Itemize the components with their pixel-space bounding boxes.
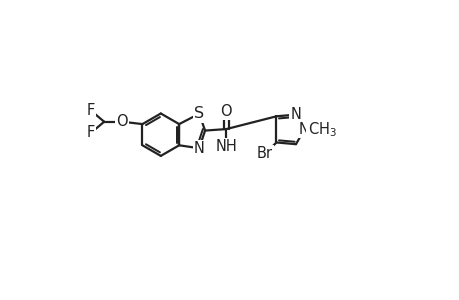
Text: F: F — [87, 125, 95, 140]
Text: F: F — [87, 103, 95, 118]
Text: N: N — [298, 122, 309, 137]
Text: O: O — [117, 114, 128, 129]
Text: Br: Br — [256, 146, 272, 161]
Text: NH: NH — [215, 139, 237, 154]
Text: S: S — [194, 106, 204, 121]
Text: N: N — [290, 107, 301, 122]
Text: N: N — [193, 141, 204, 156]
Text: O: O — [220, 104, 232, 119]
Text: CH$_3$: CH$_3$ — [307, 120, 336, 139]
